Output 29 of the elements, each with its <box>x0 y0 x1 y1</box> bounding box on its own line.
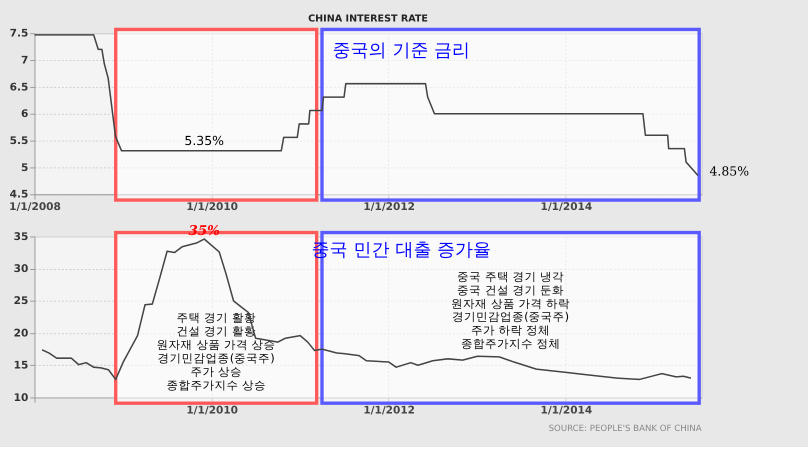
line-series <box>41 238 692 380</box>
y-tick-label: 7 <box>20 54 28 66</box>
chart-title: CHINA INTEREST RATE <box>308 14 428 25</box>
y-tick-label: 25 <box>14 295 28 308</box>
annotation: 4.85% <box>709 163 750 178</box>
y-tick-label: 30 <box>14 263 28 275</box>
y-tick-label: 6 <box>20 108 28 120</box>
y-tick-label: 7.5 <box>10 28 28 40</box>
y-tick-label: 5 <box>20 162 28 174</box>
y-tick-label: 5.5 <box>10 134 28 147</box>
x-tick-label: 1/1/2014 <box>540 201 592 214</box>
y-tick-label: 20 <box>14 327 28 340</box>
annotation: 35% <box>188 223 220 240</box>
band-label: 중국 주택 경기 냉각 중국 건설 경기 둔화 원자재 상품 가격 하락 경기민감업종(중국주) 주가 하락 정체 종합주가지수 정체 <box>451 269 570 351</box>
x-tick-label: 1/1/2012 <box>363 404 415 416</box>
y-tick-label: 15 <box>14 360 28 372</box>
line-series <box>34 34 699 176</box>
x-tick-label: 1/1/2010 <box>186 201 238 214</box>
y-tick-label: 35 <box>14 230 28 243</box>
y-tick-label: 6.5 <box>10 81 28 94</box>
x-tick-label: 1/1/2014 <box>540 404 592 416</box>
x-tick-label: 1/1/2012 <box>363 201 415 214</box>
annotation: 5.35% <box>184 133 224 148</box>
y-tick-label: 10 <box>14 392 28 404</box>
x-tick-label: 1/1/2008 <box>9 201 61 214</box>
chart-subtitle: 중국의 기준 금리 <box>332 40 470 62</box>
x-tick-label: 1/1/2010 <box>186 404 238 416</box>
source-note: SOURCE: PEOPLE'S BANK OF CHINA <box>548 424 702 434</box>
y-tick-label: 4.5 <box>10 188 28 201</box>
